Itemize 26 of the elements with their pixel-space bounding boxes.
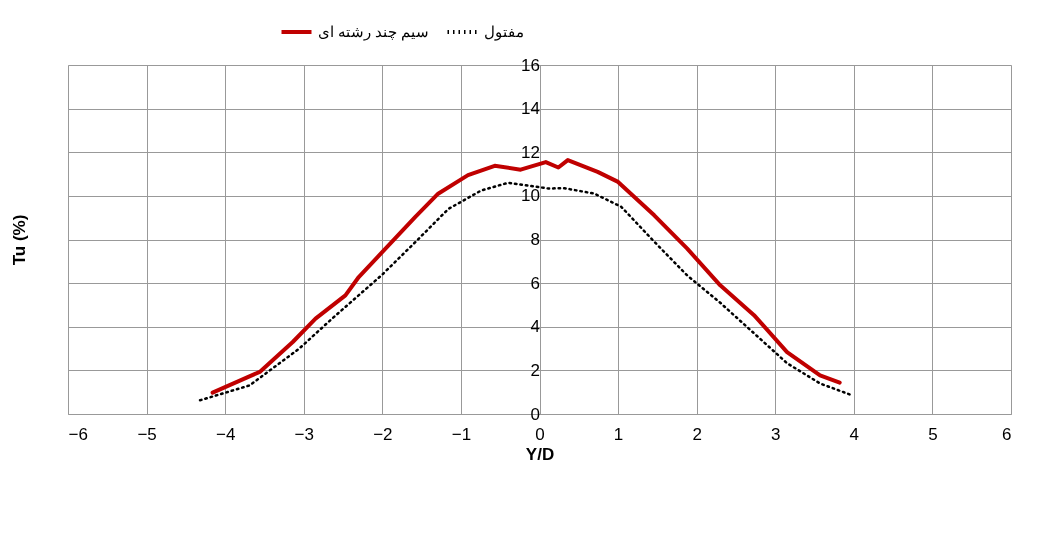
x-tick-label: 2 (692, 424, 702, 444)
x-tick-label: −4 (215, 424, 236, 444)
y-tick-label: 16 (521, 55, 540, 75)
x-axis-title: Y/D (525, 444, 555, 464)
y-tick-label: 2 (530, 360, 540, 380)
y-tick-label: 10 (521, 186, 540, 206)
y-axis-title: Tu (%) (9, 214, 29, 266)
x-tick-label: 4 (849, 424, 860, 444)
x-tick-label: −5 (137, 424, 157, 444)
y-tick-label: 14 (521, 99, 540, 119)
y-tick-label: 8 (530, 230, 540, 249)
x-tick-label: 5 (928, 424, 938, 444)
line-series (210, 158, 842, 395)
x-tick-label: 3 (771, 424, 781, 444)
x-tick-label: 6 (1002, 424, 1012, 444)
x-tick-label: −1 (451, 424, 472, 444)
y-tick-label: 12 (521, 142, 540, 162)
legend-label: مفتول (483, 23, 524, 41)
y-tick-label: 6 (530, 273, 540, 293)
x-tick-label: −3 (294, 424, 314, 444)
y-tick-label: 0 (530, 404, 540, 424)
y-tick-label: 4 (530, 317, 540, 337)
x-tick-label: 1 (613, 424, 624, 444)
legend-label: سیم چند رشته ای (317, 23, 430, 41)
x-tick-label: −6 (68, 424, 88, 444)
x-tick-label: −2 (373, 424, 393, 444)
